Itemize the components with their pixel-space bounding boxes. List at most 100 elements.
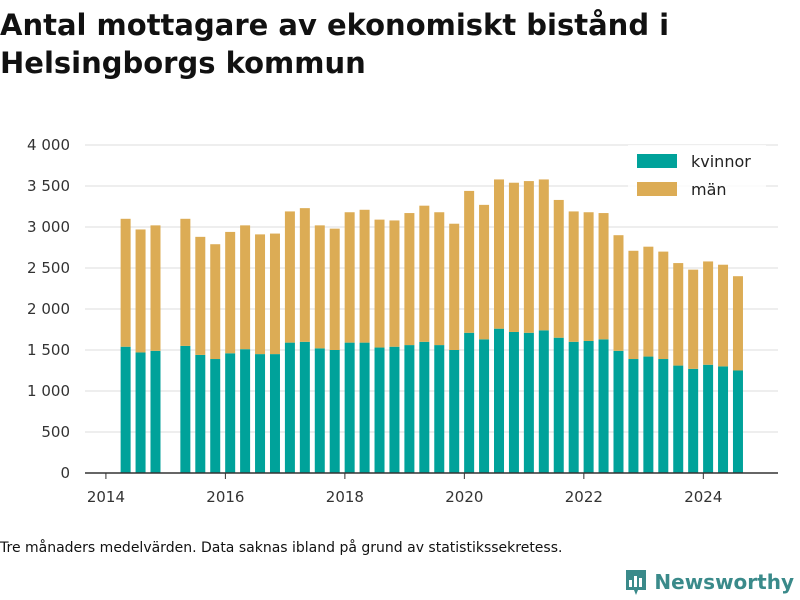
bar-kvinnor bbox=[359, 342, 370, 473]
x-tick-label: 2022 bbox=[565, 488, 603, 506]
bar-kvinnor bbox=[255, 354, 266, 473]
bar-man bbox=[344, 212, 355, 343]
bar-man bbox=[464, 190, 475, 333]
legend-swatch bbox=[637, 182, 677, 196]
y-tick-label: 3 500 bbox=[27, 177, 70, 195]
bar-man bbox=[374, 219, 385, 348]
y-tick-label: 1 000 bbox=[27, 382, 70, 400]
bars bbox=[120, 179, 743, 473]
legend-label: kvinnor bbox=[691, 152, 751, 171]
y-tick-label: 4 000 bbox=[27, 136, 70, 154]
bar-kvinnor bbox=[703, 364, 714, 473]
bar-kvinnor bbox=[583, 340, 594, 473]
legend-swatch bbox=[637, 154, 677, 168]
bar-kvinnor bbox=[120, 346, 131, 473]
chart-caption: Tre månaders medelvärden. Data saknas ib… bbox=[0, 540, 563, 556]
bar-kvinnor bbox=[225, 353, 236, 473]
bar-kvinnor bbox=[598, 339, 609, 473]
bar-kvinnor bbox=[523, 332, 534, 473]
bar-kvinnor bbox=[658, 359, 669, 473]
bar-man bbox=[120, 218, 131, 347]
bar-man bbox=[703, 261, 714, 365]
bar-kvinnor bbox=[180, 345, 191, 473]
y-tick-label: 1 500 bbox=[27, 341, 70, 359]
bar-man bbox=[225, 231, 236, 354]
bar-man bbox=[359, 209, 370, 343]
bar-man bbox=[508, 182, 519, 332]
bar-kvinnor bbox=[195, 354, 206, 473]
bar-kvinnor bbox=[479, 339, 490, 473]
bar-kvinnor bbox=[732, 370, 743, 473]
x-tick-label: 2018 bbox=[326, 488, 364, 506]
bar-kvinnor bbox=[538, 330, 549, 473]
bar-man bbox=[180, 218, 191, 346]
bar-kvinnor bbox=[628, 359, 639, 473]
bar-man bbox=[523, 181, 534, 333]
brand-name: Newsworthy bbox=[654, 570, 794, 594]
bar-man bbox=[688, 269, 699, 369]
y-tick-label: 2 500 bbox=[27, 259, 70, 277]
bar-kvinnor bbox=[344, 342, 355, 473]
bar-man bbox=[284, 211, 295, 343]
x-tick-label: 2014 bbox=[87, 488, 125, 506]
bar-man bbox=[583, 212, 594, 341]
bar-kvinnor bbox=[464, 332, 475, 473]
bar-man bbox=[329, 228, 340, 350]
bar-man bbox=[135, 229, 146, 353]
bar-man bbox=[210, 244, 221, 360]
bar-man bbox=[643, 246, 654, 357]
bar-man bbox=[150, 225, 161, 351]
bar-man bbox=[404, 213, 415, 346]
bar-man bbox=[434, 212, 445, 346]
bar-man bbox=[269, 233, 280, 355]
bar-kvinnor bbox=[449, 350, 460, 473]
bar-man bbox=[613, 235, 624, 351]
bar-kvinnor bbox=[643, 356, 654, 473]
bar-kvinnor bbox=[419, 341, 430, 473]
bar-kvinnor bbox=[568, 341, 579, 473]
bar-man bbox=[628, 250, 639, 360]
bar-man bbox=[494, 179, 505, 329]
y-tick-label: 0 bbox=[60, 464, 70, 482]
bar-man bbox=[240, 225, 251, 350]
bar-kvinnor bbox=[404, 345, 415, 473]
bar-kvinnor bbox=[553, 337, 564, 473]
bar-man bbox=[658, 251, 669, 360]
bar-man bbox=[553, 199, 564, 338]
newsworthy-logo-icon bbox=[626, 570, 647, 595]
bar-man bbox=[299, 208, 310, 342]
bar-kvinnor bbox=[494, 328, 505, 473]
bar-kvinnor bbox=[240, 349, 251, 473]
bar-man bbox=[419, 205, 430, 342]
bar-kvinnor bbox=[284, 342, 295, 473]
bar-kvinnor bbox=[210, 359, 221, 473]
bar-man bbox=[568, 211, 579, 342]
bar-kvinnor bbox=[374, 347, 385, 473]
brand[interactable]: Newsworthy bbox=[624, 568, 794, 596]
bar-kvinnor bbox=[434, 345, 445, 473]
bar-kvinnor bbox=[613, 350, 624, 473]
bar-man bbox=[389, 220, 400, 347]
y-tick-label: 2 000 bbox=[27, 300, 70, 318]
bar-man bbox=[732, 276, 743, 371]
bar-kvinnor bbox=[150, 350, 161, 473]
x-tick-label: 2020 bbox=[445, 488, 483, 506]
legend: kvinnor män bbox=[628, 145, 766, 205]
chart-title: Antal mottagare av ekonomiskt bistånd i … bbox=[0, 8, 670, 80]
x-tick-label: 2016 bbox=[206, 488, 244, 506]
bar-kvinnor bbox=[389, 346, 400, 473]
bar-kvinnor bbox=[508, 331, 519, 473]
bar-man bbox=[479, 204, 490, 340]
bar-man bbox=[314, 225, 325, 349]
bar-kvinnor bbox=[269, 354, 280, 473]
bar-man bbox=[598, 213, 609, 340]
y-axis-ticks: 0 500 1 000 1 500 2 000 2 500 3 000 3 500 4 000 bbox=[27, 136, 70, 482]
y-tick-label: 3 000 bbox=[27, 218, 70, 236]
bar-man bbox=[718, 264, 729, 367]
bar-kvinnor bbox=[329, 350, 340, 473]
x-tick-label: 2024 bbox=[684, 488, 722, 506]
legend-label: män bbox=[691, 180, 727, 199]
bar-kvinnor bbox=[718, 366, 729, 473]
bar-man bbox=[195, 236, 206, 355]
x-axis: 2014 2016 2018 2020 2022 2024 bbox=[85, 472, 778, 506]
